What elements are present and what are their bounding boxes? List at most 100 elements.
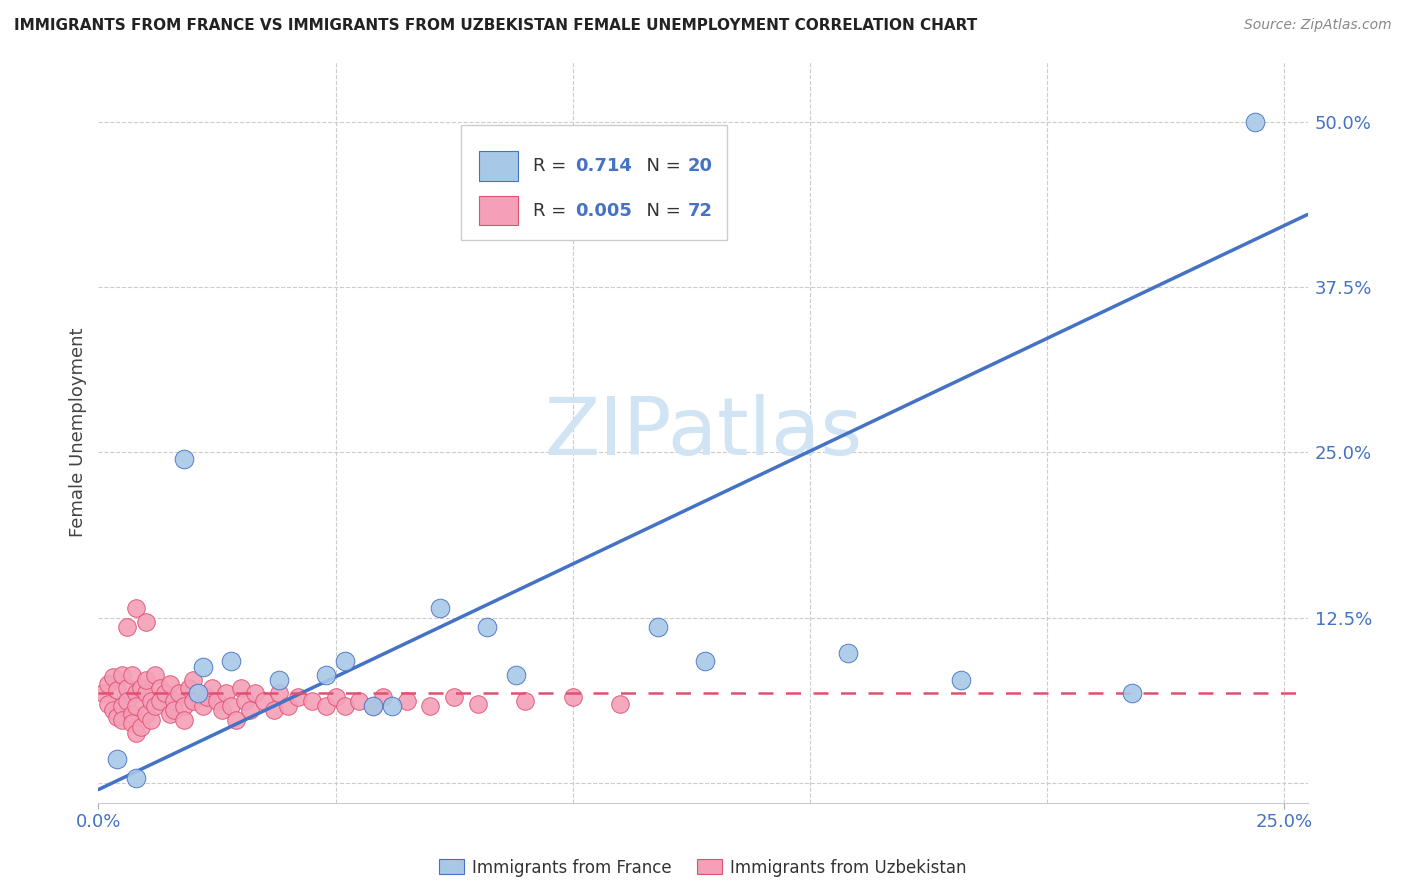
Point — [191, 659, 214, 673]
Point — [125, 686, 148, 700]
Point — [159, 707, 181, 722]
Point — [950, 673, 973, 687]
Point — [419, 699, 441, 714]
Point — [315, 699, 337, 714]
Point — [277, 699, 299, 714]
Point — [333, 699, 356, 714]
Point — [229, 681, 252, 695]
Point — [267, 673, 290, 687]
Point — [381, 699, 404, 714]
Point — [371, 690, 394, 704]
Point — [159, 677, 181, 691]
Point — [211, 703, 233, 717]
Point — [129, 681, 152, 695]
Point — [121, 667, 143, 681]
Point — [115, 681, 138, 695]
Point — [181, 673, 204, 687]
Point — [135, 707, 157, 722]
Point — [173, 713, 195, 727]
Point — [121, 716, 143, 731]
Point — [125, 699, 148, 714]
Point — [111, 667, 134, 681]
Point — [315, 667, 337, 681]
Point — [1244, 115, 1267, 129]
Text: IMMIGRANTS FROM FRANCE VS IMMIGRANTS FROM UZBEKISTAN FEMALE UNEMPLOYMENT CORRELA: IMMIGRANTS FROM FRANCE VS IMMIGRANTS FRO… — [14, 18, 977, 33]
Text: R =: R = — [533, 157, 571, 175]
Point — [239, 703, 262, 717]
Point — [515, 694, 537, 708]
Point — [125, 725, 148, 739]
Text: N =: N = — [636, 202, 686, 219]
Point — [167, 686, 190, 700]
Point — [149, 694, 172, 708]
Point — [97, 677, 120, 691]
Point — [101, 703, 124, 717]
Point — [301, 694, 323, 708]
Point — [225, 713, 247, 727]
Point — [267, 686, 290, 700]
Point — [467, 697, 489, 711]
Point — [287, 690, 309, 704]
Point — [139, 713, 162, 727]
Point — [173, 699, 195, 714]
Y-axis label: Female Unemployment: Female Unemployment — [69, 328, 87, 537]
Text: 72: 72 — [688, 202, 713, 219]
Point — [105, 752, 128, 766]
Point — [135, 615, 157, 629]
Point — [177, 681, 200, 695]
Point — [561, 690, 583, 704]
Point — [333, 654, 356, 668]
Point — [347, 694, 370, 708]
Point — [125, 601, 148, 615]
Point — [363, 699, 385, 714]
Point — [647, 620, 669, 634]
FancyBboxPatch shape — [461, 126, 727, 240]
Point — [149, 681, 172, 695]
Point — [135, 673, 157, 687]
Text: N =: N = — [636, 157, 686, 175]
Point — [111, 713, 134, 727]
Point — [97, 697, 120, 711]
Point — [197, 690, 219, 704]
Point — [695, 654, 717, 668]
Point — [173, 452, 195, 467]
Text: 0.005: 0.005 — [575, 202, 631, 219]
Point — [187, 686, 209, 700]
Point — [143, 667, 166, 681]
Point — [187, 686, 209, 700]
Text: 0.714: 0.714 — [575, 157, 631, 175]
Point — [115, 694, 138, 708]
Point — [219, 654, 242, 668]
Text: R =: R = — [533, 202, 571, 219]
Point — [325, 690, 347, 704]
Point — [163, 694, 186, 708]
Point — [105, 710, 128, 724]
Point — [235, 694, 257, 708]
Point — [253, 694, 276, 708]
Point — [263, 703, 285, 717]
Point — [125, 771, 148, 785]
Point — [443, 690, 465, 704]
Text: 20: 20 — [688, 157, 713, 175]
Point — [163, 703, 186, 717]
Point — [121, 707, 143, 722]
Point — [243, 686, 266, 700]
Point — [101, 670, 124, 684]
Legend: Immigrants from France, Immigrants from Uzbekistan: Immigrants from France, Immigrants from … — [433, 852, 973, 883]
Point — [609, 697, 631, 711]
Point — [91, 686, 114, 700]
FancyBboxPatch shape — [479, 195, 517, 226]
FancyBboxPatch shape — [479, 152, 517, 181]
Point — [111, 699, 134, 714]
Point — [477, 620, 499, 634]
Text: Source: ZipAtlas.com: Source: ZipAtlas.com — [1244, 18, 1392, 32]
Point — [191, 699, 214, 714]
Point — [837, 647, 859, 661]
Point — [363, 699, 385, 714]
Point — [139, 694, 162, 708]
Point — [115, 620, 138, 634]
Point — [395, 694, 418, 708]
Point — [429, 601, 451, 615]
Text: ZIPatlas: ZIPatlas — [544, 393, 862, 472]
Point — [205, 694, 228, 708]
